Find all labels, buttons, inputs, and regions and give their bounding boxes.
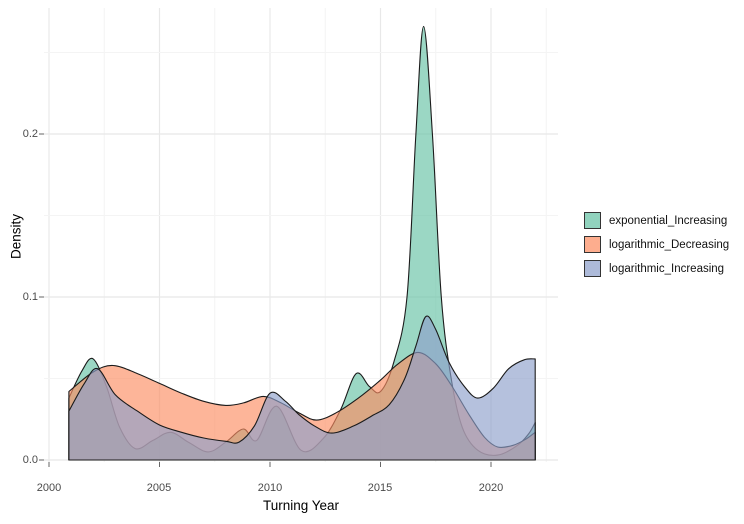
- x-axis-title: Turning Year: [262, 498, 340, 513]
- density-area-logarithmic_Increasing: [68, 315, 536, 461]
- legend-label: exponential_Increasing: [609, 214, 728, 227]
- x-tick-label: 2020: [478, 482, 504, 494]
- legend-label: logarithmic_Decreasing: [609, 238, 730, 251]
- y-tick-label: 0.0: [22, 454, 38, 466]
- x-tick-label: 2010: [257, 482, 283, 494]
- legend-item-exponential-increasing: exponential_Increasing: [584, 212, 729, 229]
- legend-item-logarithmic-increasing: logarithmic_Increasing: [584, 260, 729, 277]
- legend-label: logarithmic_Increasing: [609, 262, 725, 275]
- legend-swatch-icon: [584, 236, 601, 253]
- legend-swatch-icon: [584, 260, 601, 277]
- y-tick-label: 0.1: [22, 291, 38, 303]
- x-tick-label: 2005: [146, 482, 172, 494]
- legend-swatch-icon: [584, 212, 601, 229]
- y-tick-label: 0.2: [22, 128, 38, 140]
- legend-item-logarithmic-decreasing: logarithmic_Decreasing: [584, 236, 729, 253]
- legend: exponential_Increasing logarithmic_Decre…: [584, 212, 729, 277]
- y-axis-title: Density: [8, 214, 24, 260]
- x-tick-label: 2000: [36, 482, 62, 494]
- x-tick-label: 2015: [367, 482, 393, 494]
